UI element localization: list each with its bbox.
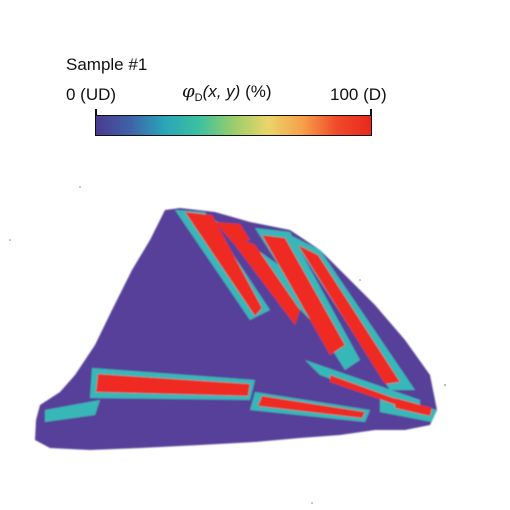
polarization-domains — [96, 212, 432, 418]
colorbar-right-tick — [370, 109, 372, 117]
colorbar-left-tick — [95, 109, 97, 117]
colorbar-max-label: 100 (D) — [330, 85, 387, 104]
dust-specks — [9, 186, 446, 504]
colorbar-gradient — [95, 115, 372, 136]
sample-label: Sample #1 — [66, 55, 148, 74]
colorbar-min-label: 0 (UD) — [66, 85, 117, 104]
colorbar-quantity-label: φD(x, y) (%) — [182, 83, 272, 104]
colorbar — [95, 109, 372, 136]
quantity-vars: (x, y) — [202, 82, 241, 101]
domain-map — [9, 186, 446, 504]
phi-symbol: φ — [182, 81, 195, 102]
quantity-unit: (%) — [240, 82, 272, 101]
phi-subscript: D — [194, 92, 203, 104]
